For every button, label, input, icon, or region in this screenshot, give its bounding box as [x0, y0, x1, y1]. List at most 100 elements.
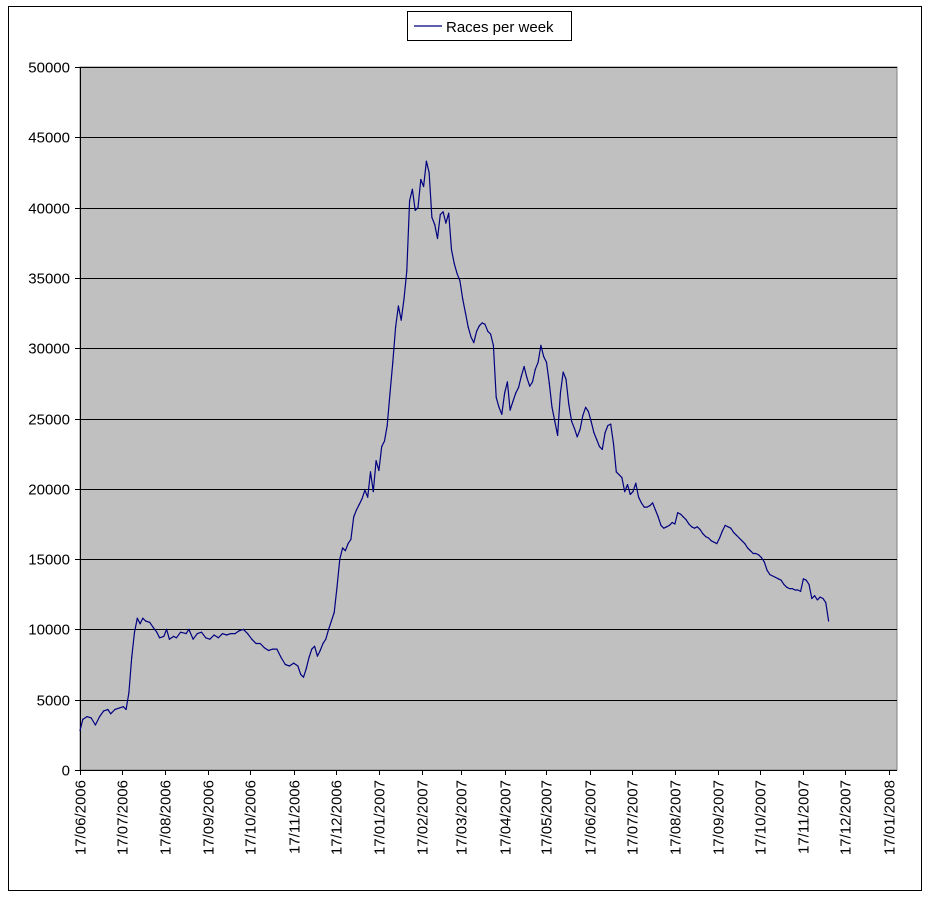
- x-tick-label: 17/08/2006: [158, 780, 175, 855]
- data-point: [110, 713, 112, 715]
- data-point: [293, 662, 295, 664]
- data-point: [774, 576, 777, 579]
- x-tick-label: 17/06/2006: [73, 780, 90, 855]
- data-point: [635, 482, 637, 484]
- data-point: [780, 579, 782, 581]
- data-point: [431, 216, 433, 218]
- data-point: [397, 305, 399, 307]
- data-point: [467, 326, 469, 328]
- data-point: [325, 638, 327, 640]
- data-point: [381, 446, 383, 448]
- data-point: [596, 439, 598, 441]
- data-point: [811, 597, 813, 600]
- data-point: [367, 496, 369, 498]
- data-point: [607, 424, 609, 427]
- data-point: [825, 602, 827, 604]
- data-point: [389, 392, 391, 394]
- data-point: [445, 222, 447, 224]
- x-tick-label: 17/09/2006: [201, 780, 218, 855]
- data-point: [284, 663, 286, 666]
- data-point: [311, 648, 313, 650]
- data-point: [679, 513, 682, 515]
- data-point: [409, 200, 411, 202]
- data-point: [395, 326, 397, 328]
- data-point: [604, 432, 606, 434]
- data-point: [476, 330, 478, 332]
- data-point: [263, 647, 265, 649]
- data-point: [691, 526, 693, 528]
- y-tick-label: 5000: [37, 693, 70, 710]
- data-point: [459, 280, 461, 282]
- data-point: [797, 589, 799, 591]
- data-point: [149, 621, 151, 624]
- data-point: [509, 409, 511, 411]
- data-point: [175, 637, 177, 639]
- x-tick-label: 17/03/2007: [454, 780, 471, 855]
- x-axis: 17/06/2006 17/07/2006 17/08/2006 17/09/2006…: [73, 770, 899, 855]
- x-tick-label: 17/12/2006: [329, 780, 346, 855]
- data-point: [276, 648, 278, 650]
- data-point: [571, 420, 573, 422]
- data-point: [238, 630, 240, 632]
- data-point: [766, 569, 768, 571]
- data-point: [568, 403, 570, 405]
- data-point: [322, 642, 324, 645]
- data-point: [674, 523, 676, 525]
- data-point: [710, 540, 712, 542]
- x-tick-label: 17/10/2006: [243, 780, 260, 855]
- data-point: [406, 270, 408, 272]
- data-point: [814, 595, 816, 597]
- data-point: [242, 628, 244, 631]
- data-point: [375, 460, 377, 462]
- data-point: [682, 516, 684, 518]
- data-point: [618, 474, 620, 476]
- data-point: [350, 538, 352, 541]
- data-point: [314, 645, 316, 647]
- data-point: [822, 597, 824, 600]
- data-point: [128, 692, 130, 694]
- data-point: [462, 298, 464, 300]
- data-point: [372, 491, 374, 493]
- data-point: [696, 526, 698, 528]
- data-point: [103, 710, 105, 712]
- data-point: [495, 396, 497, 398]
- data-point: [624, 491, 626, 493]
- data-point: [234, 633, 236, 635]
- y-tick-label: 50000: [28, 60, 70, 77]
- data-point: [802, 578, 805, 580]
- data-point: [428, 171, 430, 174]
- data-point: [230, 633, 232, 635]
- data-point: [200, 631, 203, 633]
- y-tick-label: 20000: [28, 482, 70, 499]
- data-point: [131, 656, 133, 659]
- data-point: [529, 385, 531, 387]
- data-point: [632, 491, 634, 493]
- data-point: [819, 596, 821, 598]
- data-point: [654, 509, 657, 511]
- x-tick-label: 17/09/2007: [711, 780, 728, 855]
- data-point: [145, 620, 147, 622]
- data-point: [800, 590, 802, 593]
- data-point: [339, 558, 341, 560]
- data-point: [791, 588, 793, 590]
- data-point: [788, 588, 791, 590]
- data-point: [456, 273, 458, 275]
- data-point: [316, 655, 318, 657]
- data-point: [90, 717, 92, 719]
- data-point: [205, 637, 207, 639]
- data-point: [403, 298, 405, 300]
- data-point: [666, 526, 668, 528]
- data-point: [760, 557, 763, 559]
- data-point: [188, 628, 190, 631]
- data-point: [805, 579, 807, 581]
- data-point: [328, 628, 330, 631]
- data-point: [333, 611, 335, 614]
- data-point: [221, 633, 224, 635]
- data-point: [626, 484, 629, 486]
- data-point: [531, 381, 534, 383]
- data-point: [251, 638, 253, 640]
- data-point: [638, 496, 640, 498]
- data-point: [470, 336, 472, 338]
- x-tick-label: 17/12/2007: [838, 780, 855, 855]
- data-point: [515, 392, 517, 394]
